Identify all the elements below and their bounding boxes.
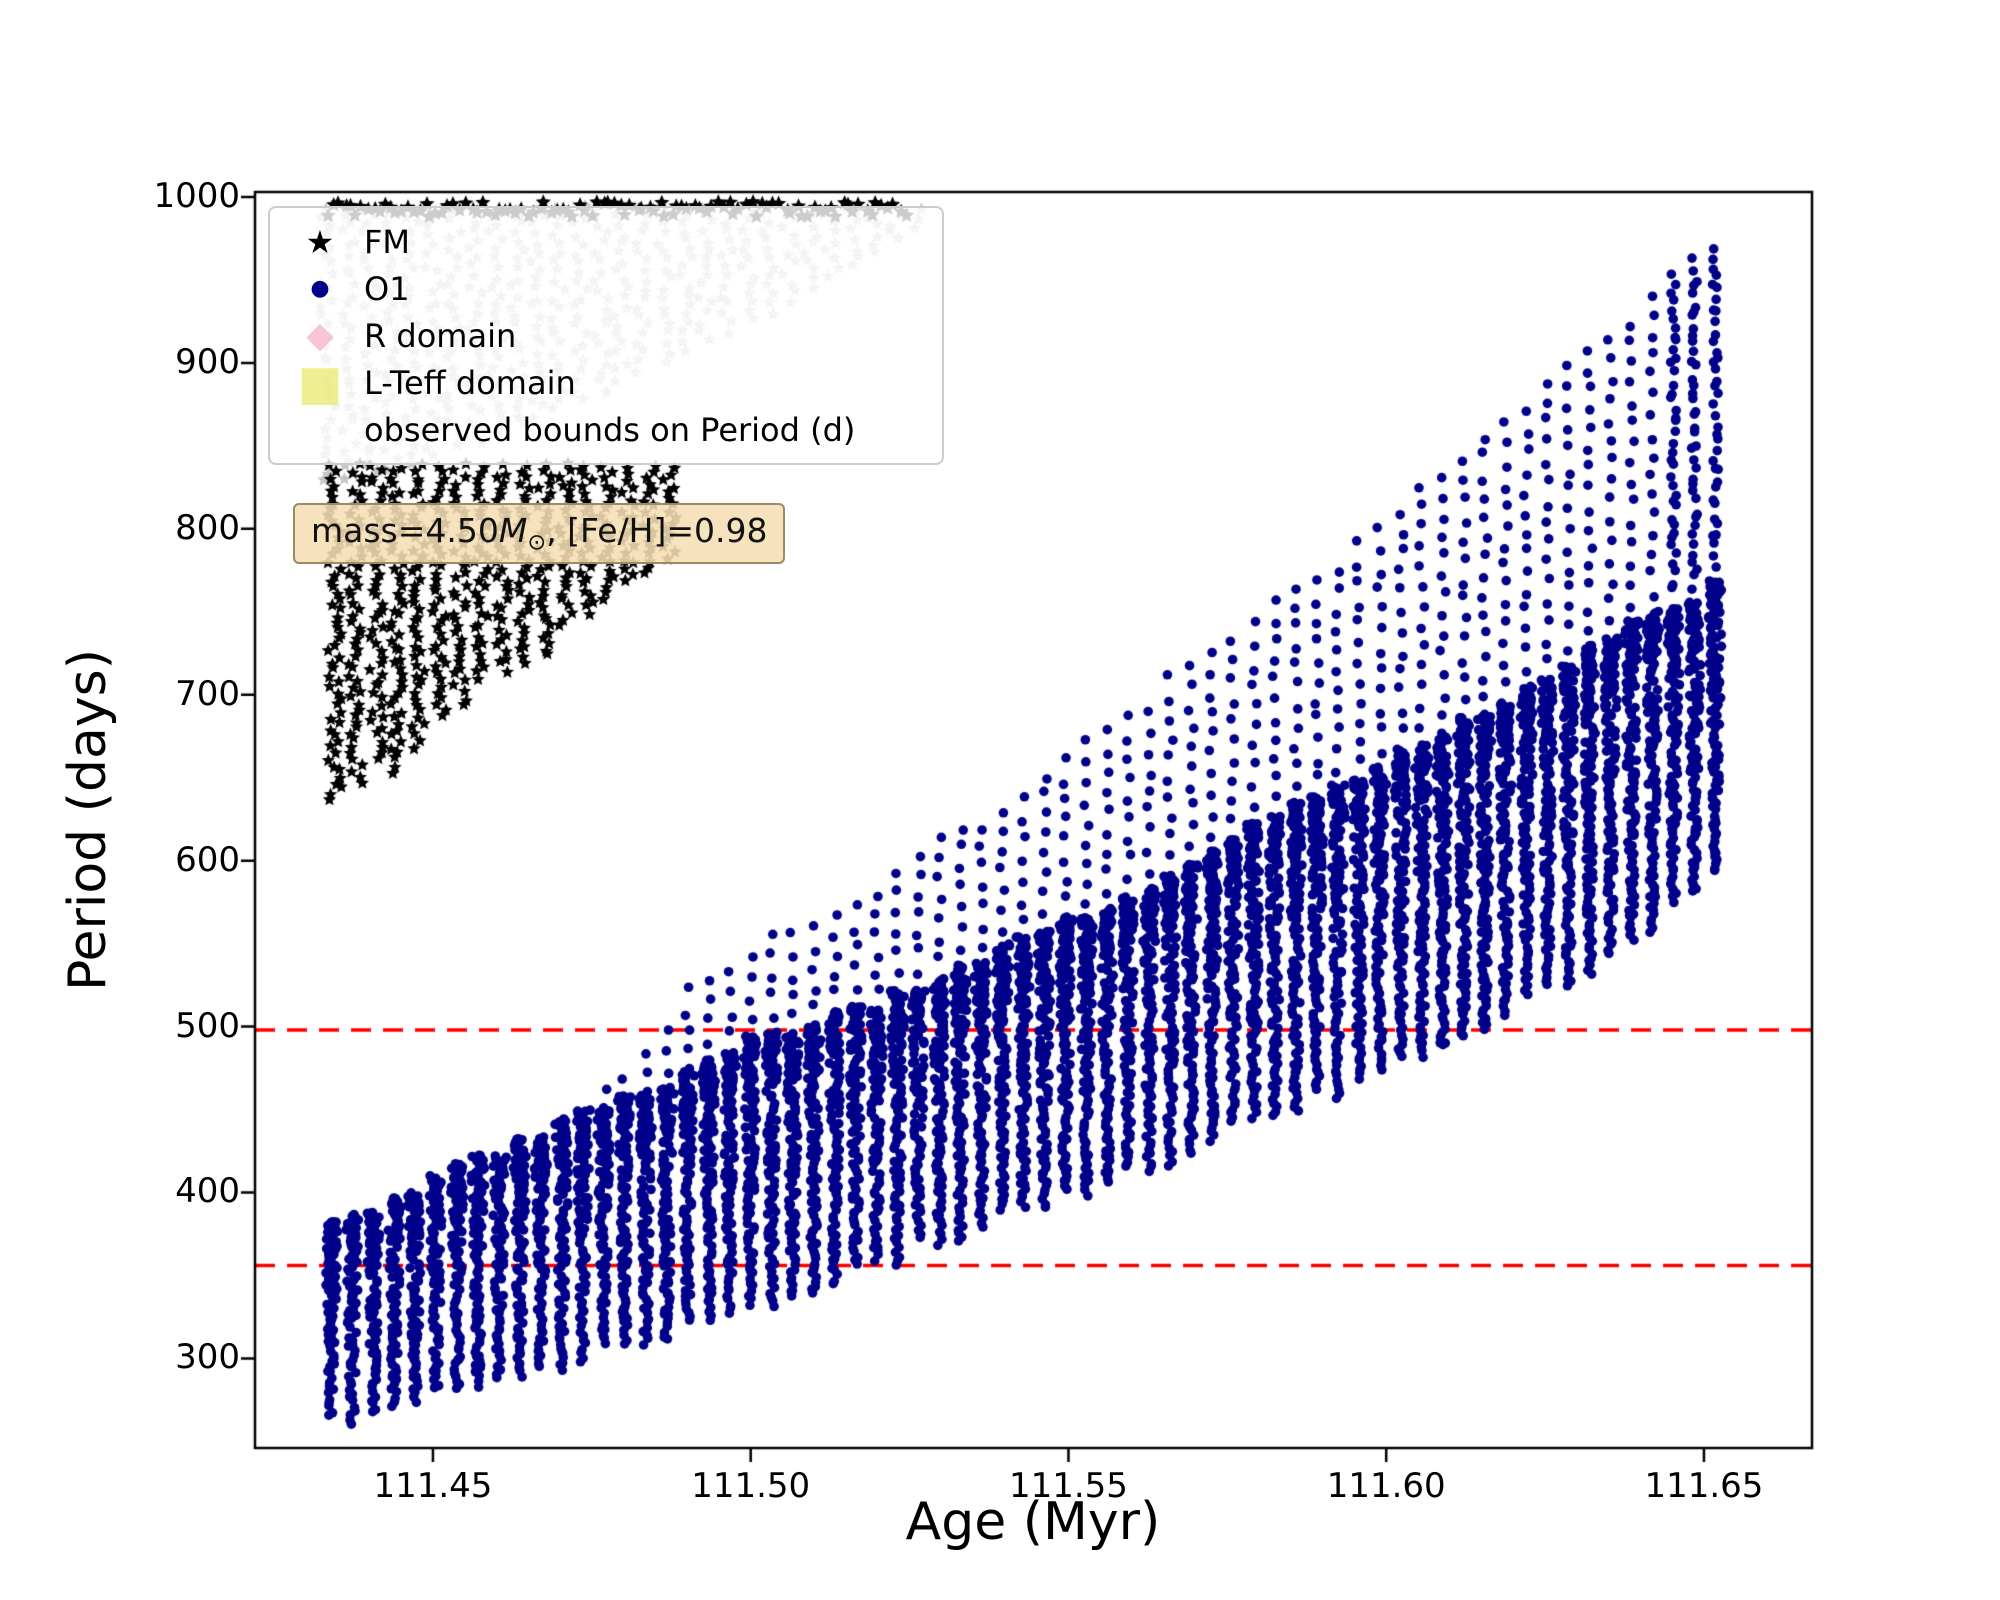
- legend-item-observed-bounds: observed bounds on Period (d): [276, 406, 936, 453]
- legend-label-r-domain: R domain: [364, 316, 517, 355]
- y-axis-label: Period (days): [58, 649, 118, 991]
- dashed-line-icon: [276, 422, 364, 438]
- y-tick-label: 400: [175, 1171, 240, 1212]
- x-tick-label: 111.65: [1644, 1466, 1764, 1506]
- legend-item-r-domain: ◆ R domain: [276, 312, 936, 359]
- diamond-marker-icon: ◆: [306, 314, 334, 356]
- x-tick-label: 111.55: [1008, 1466, 1128, 1506]
- sun-symbol-subscript: ⊙: [527, 529, 547, 556]
- x-tick-label: 111.60: [1326, 1466, 1446, 1506]
- y-tick-label: 700: [175, 673, 240, 714]
- annotation-box: mass=4.50M⊙, [Fe/H]=0.98: [293, 503, 786, 564]
- mass-symbol: M: [498, 511, 528, 550]
- star-marker-icon: ★: [305, 222, 335, 261]
- legend-label-o1: O1: [364, 269, 410, 308]
- legend-label-observed-bounds: observed bounds on Period (d): [364, 410, 856, 449]
- y-tick-label: 600: [175, 839, 240, 880]
- square-marker-icon: ■: [297, 354, 343, 411]
- legend-item-o1: ● O1: [276, 265, 936, 312]
- legend-label-fm: FM: [364, 222, 411, 261]
- y-tick-label: 800: [175, 507, 240, 548]
- annotation-prefix: mass=4.50: [311, 511, 499, 550]
- y-tick-label: 900: [175, 341, 240, 382]
- circle-marker-icon: ●: [310, 275, 330, 301]
- legend-item-fm: ★ FM: [276, 218, 936, 265]
- legend-item-lteff-domain: ■ L-Teff domain: [276, 354, 936, 411]
- y-tick-label: 1000: [153, 175, 240, 216]
- y-tick-label: 300: [175, 1337, 240, 1378]
- x-tick-label: 111.50: [691, 1466, 811, 1506]
- x-tick-label: 111.45: [373, 1466, 493, 1506]
- y-tick-label: 500: [175, 1005, 240, 1046]
- x-axis-label: Age (Myr): [905, 1492, 1161, 1552]
- annotation-suffix: , [Fe/H]=0.98: [546, 511, 768, 550]
- legend-label-lteff-domain: L-Teff domain: [364, 363, 576, 402]
- legend: ★ FM ● O1 ◆ R domain ■ L-Teff domain obs…: [268, 206, 944, 465]
